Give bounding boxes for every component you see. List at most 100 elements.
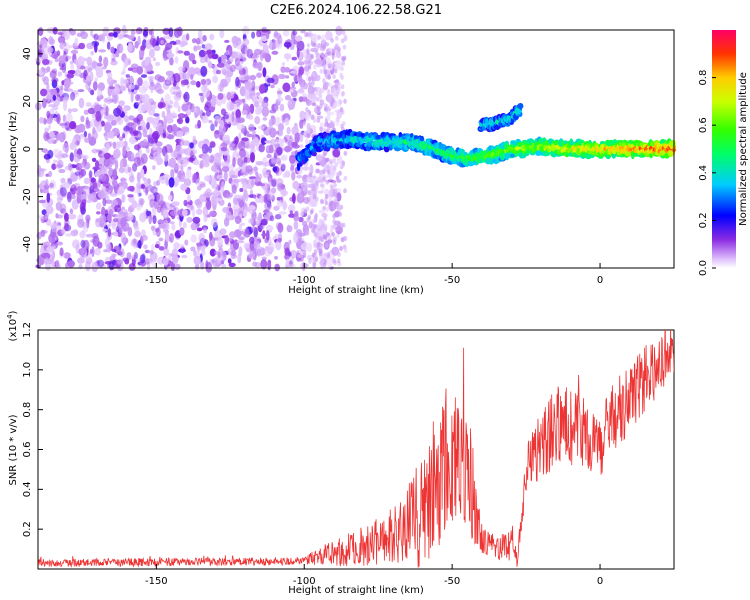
spectrogram-noise-cell <box>176 26 183 37</box>
spectrogram-noise-cell <box>217 92 224 100</box>
spectrogram-noise-cell <box>338 170 343 176</box>
spectrogram-noise-cell <box>302 179 307 185</box>
spectrogram-noise-cell <box>248 115 254 120</box>
spectrogram-noise-cell <box>186 153 190 165</box>
spectrogram-noise-cell <box>182 140 190 146</box>
spectrogram-noise-cell <box>61 69 65 73</box>
spectrogram-noise-cell <box>314 50 319 56</box>
spectrogram-noise-cell <box>226 100 235 111</box>
spectrogram-noise-cell <box>165 177 169 186</box>
spectrogram-noise-cell <box>309 209 314 215</box>
spectrogram-noise-cell <box>238 132 242 140</box>
spectrogram-noise-cell <box>80 31 88 40</box>
spectrogram-noise-cell <box>310 75 314 81</box>
spectrogram-noise-cell <box>173 242 180 250</box>
spectrogram-noise-cell <box>176 130 184 138</box>
spectrogram-noise-cell <box>323 69 327 75</box>
spectrogram-noise-cell <box>317 34 322 40</box>
spectrogram-noise-cell <box>157 157 164 165</box>
spectrogram-noise-cell <box>242 193 246 202</box>
spectrogram-noise-cell <box>86 75 92 82</box>
spectrogram-noise-cell <box>152 130 160 140</box>
spectrogram-noise-cell <box>289 154 296 164</box>
spectrogram-noise-cell <box>200 65 208 77</box>
spectrogram-noise-cell <box>323 252 328 258</box>
spectrogram-noise-cell <box>46 110 51 119</box>
spectrogram-noise-cell <box>81 160 86 166</box>
spectrogram-noise-cell <box>270 115 275 119</box>
spectrogram-y-tick-label: -40 <box>22 236 33 252</box>
spectrogram-noise-cell <box>179 40 186 47</box>
spectrogram-noise-cell <box>90 177 96 183</box>
spectrogram-noise-cell <box>132 238 137 245</box>
spectrogram-noise-cell <box>203 138 210 145</box>
spectrogram-noise-cell <box>131 152 135 161</box>
spectrogram-noise-cell <box>52 27 58 35</box>
spectrogram-noise-cell <box>232 157 236 168</box>
spectrogram-noise-cell <box>69 152 75 162</box>
snr-y-tick-label: 0.8 <box>22 402 33 418</box>
spectrogram-noise-cell <box>289 135 293 140</box>
spectrogram-noise-cell <box>326 257 333 268</box>
spectrogram-noise-cell <box>157 220 165 224</box>
spectrogram-noise-cell <box>67 260 75 268</box>
spectrogram-noise-cell <box>343 247 348 253</box>
spectrogram-noise-cell <box>341 56 346 62</box>
spectrogram-noise-cell <box>276 197 281 201</box>
spectrogram-noise-cell <box>76 190 82 201</box>
spectrogram-noise-cell <box>109 255 116 261</box>
spectrogram-noise-cell <box>248 123 255 132</box>
spectrogram-noise-cell <box>333 80 339 84</box>
spectrogram-noise-cell <box>67 108 72 114</box>
spectrogram-noise-cell <box>331 246 340 256</box>
spectrogram-noise-cell <box>111 179 118 187</box>
spectrogram-noise-cell <box>275 131 280 135</box>
spectrogram-noise-cell <box>294 132 301 144</box>
spectrogram-noise-cell <box>39 117 44 124</box>
spectrogram-noise-cell <box>263 102 268 111</box>
spectrogram-noise-cell <box>270 84 275 89</box>
spectrogram-noise-cell <box>48 104 56 108</box>
spectrogram-noise-cell <box>243 156 248 163</box>
spectrogram-noise-cell <box>237 170 241 177</box>
spectrogram-noise-cell <box>322 176 327 182</box>
spectrogram-noise-cell <box>340 38 345 44</box>
spectrogram-noise-cell <box>89 249 93 254</box>
spectrogram-noise-cell <box>307 65 312 70</box>
spectrogram-noise-cell <box>181 126 190 133</box>
spectrogram-noise-cell <box>336 192 342 202</box>
spectrogram-noise-cell <box>340 66 344 72</box>
colorbar-label: Normalized spectral amplitude <box>738 72 749 226</box>
spectrogram-noise-cell <box>108 168 114 178</box>
spectrogram-noise-cell <box>309 172 313 178</box>
spectrogram-noise-cell <box>64 212 69 222</box>
spectrogram-noise-cell <box>168 252 172 262</box>
spectrogram-noise-cell <box>304 32 308 38</box>
spectrogram-noise-cell <box>302 166 310 171</box>
spectrogram-noise-cell <box>114 86 120 96</box>
spectrogram-noise-cell <box>332 213 336 219</box>
spectrogram-noise-cell <box>326 164 330 170</box>
spectrogram-noise-cell <box>49 182 54 188</box>
spectrogram-noise-cell <box>315 60 323 65</box>
spectrogram-noise-cell <box>319 45 326 52</box>
colorbar: 0.0 0.2 0.4 0.6 0.8 Normalized spectral ampl… <box>698 30 749 276</box>
spectrogram-noise-cell <box>266 77 275 84</box>
spectrogram-noise-cell <box>58 168 66 174</box>
spectrogram-noise-cell <box>137 103 144 114</box>
spectrogram-noise-cell <box>149 250 154 255</box>
spectrogram-noise-cell <box>248 176 257 180</box>
spectrogram-noise-cell <box>285 75 290 79</box>
spectrogram-noise-cell <box>264 201 272 211</box>
spectrogram-noise-cell <box>242 38 250 46</box>
spectrogram-noise-cell <box>219 228 227 236</box>
spectrogram-noise-cell <box>186 217 193 223</box>
spectrogram-noise-cell <box>77 257 85 264</box>
spectrogram-noise-cell <box>318 251 323 256</box>
spectrogram-noise-cell <box>281 163 286 170</box>
spectrogram-noise-cell <box>162 132 166 138</box>
spectrogram-noise-cell <box>164 93 171 105</box>
spectrogram-noise-cell <box>260 259 268 270</box>
spectrogram-noise-cell <box>145 186 149 196</box>
spectrogram-noise-cell <box>219 119 225 129</box>
